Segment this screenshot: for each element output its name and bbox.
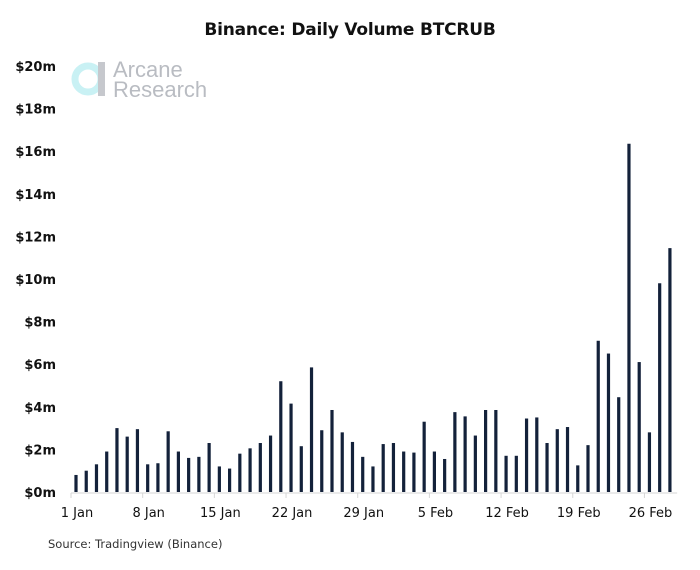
bar-series bbox=[74, 143, 672, 492]
bar bbox=[350, 441, 355, 492]
y-tick-label: $0m bbox=[24, 486, 56, 501]
bar bbox=[340, 432, 344, 492]
bar bbox=[238, 453, 242, 492]
bar bbox=[555, 429, 559, 492]
y-tick-label: $16m bbox=[15, 145, 56, 160]
bar bbox=[125, 436, 129, 492]
bar bbox=[187, 457, 191, 492]
bar bbox=[443, 458, 447, 492]
bar bbox=[330, 409, 334, 492]
x-tick-label: 26 Feb bbox=[629, 506, 673, 521]
bar bbox=[371, 466, 375, 492]
bar bbox=[412, 452, 416, 492]
bar bbox=[391, 443, 396, 492]
bar bbox=[494, 409, 498, 492]
bar bbox=[473, 435, 477, 492]
logo-bar-icon bbox=[98, 62, 105, 96]
bar bbox=[207, 443, 211, 492]
y-axis: $0m $2m $4m $6m $8m $10m $12m $14m $16m $18m $20m bbox=[15, 60, 56, 501]
x-tick-label: 8 Jan bbox=[132, 506, 164, 521]
bar bbox=[146, 464, 150, 492]
bar bbox=[535, 417, 539, 492]
arcane-research-logo: Arcane Research bbox=[71, 57, 207, 102]
bar bbox=[647, 432, 652, 492]
source-note: Source: Tradingview (Binance) bbox=[48, 537, 223, 551]
bar bbox=[658, 283, 662, 492]
bar bbox=[94, 464, 99, 492]
x-tick-label: 5 Feb bbox=[418, 506, 453, 521]
bar bbox=[586, 445, 590, 492]
bar bbox=[309, 367, 314, 492]
x-tick-label: 12 Feb bbox=[485, 506, 529, 521]
x-tick-label: 1 Jan bbox=[61, 506, 93, 521]
y-tick-label: $18m bbox=[15, 103, 56, 118]
bar bbox=[453, 412, 457, 492]
bar bbox=[74, 474, 78, 492]
bar bbox=[381, 444, 385, 492]
bar bbox=[156, 463, 160, 492]
bar bbox=[545, 443, 549, 492]
bar bbox=[115, 428, 119, 492]
y-tick-label: $12m bbox=[15, 230, 56, 245]
y-tick-label: $6m bbox=[24, 358, 56, 373]
y-tick-label: $20m bbox=[15, 60, 56, 75]
y-tick-label: $4m bbox=[24, 401, 56, 416]
bar bbox=[228, 468, 232, 492]
bar bbox=[402, 451, 406, 492]
bar bbox=[504, 455, 508, 492]
logo-text-line1: Arcane bbox=[113, 57, 183, 82]
bar bbox=[637, 362, 641, 492]
bar bbox=[627, 143, 631, 492]
bar bbox=[135, 429, 140, 492]
bar bbox=[596, 340, 600, 492]
bar bbox=[524, 418, 529, 492]
bar bbox=[463, 416, 467, 492]
y-tick-label: $8m bbox=[24, 316, 56, 331]
bar bbox=[197, 456, 201, 492]
bar bbox=[432, 451, 436, 492]
x-axis: 1 Jan 8 Jan 15 Jan 22 Jan 29 Jan 5 Feb 12 Feb 1… bbox=[61, 492, 678, 521]
y-tick-label: $14m bbox=[15, 188, 56, 203]
bar bbox=[565, 427, 570, 492]
bar bbox=[279, 381, 283, 492]
x-tick-label: 29 Jan bbox=[343, 506, 384, 521]
bar bbox=[289, 403, 293, 492]
logo-text-line2: Research bbox=[113, 77, 207, 102]
bar bbox=[166, 431, 170, 492]
bar bbox=[105, 451, 109, 492]
bar bbox=[422, 421, 426, 492]
bar bbox=[84, 470, 88, 492]
x-tick-label: 22 Jan bbox=[272, 506, 313, 521]
chart-title: Binance: Daily Volume BTCRUB bbox=[204, 20, 496, 40]
bar bbox=[617, 397, 621, 492]
y-tick-label: $10m bbox=[15, 273, 56, 288]
x-tick-label: 19 Feb bbox=[557, 506, 601, 521]
bar bbox=[320, 430, 324, 492]
bar bbox=[484, 409, 488, 492]
bar bbox=[176, 451, 180, 492]
bar bbox=[606, 353, 611, 492]
bar bbox=[668, 248, 672, 492]
y-tick-label: $2m bbox=[24, 443, 56, 458]
bar bbox=[361, 456, 365, 492]
bar bbox=[268, 435, 273, 492]
bar bbox=[514, 455, 518, 492]
x-tick-label: 15 Jan bbox=[200, 506, 241, 521]
bar bbox=[217, 466, 221, 492]
bar bbox=[576, 465, 580, 492]
bar bbox=[258, 443, 262, 492]
bar bbox=[248, 448, 252, 492]
logo-ring-icon bbox=[71, 62, 105, 96]
bar bbox=[299, 446, 303, 492]
